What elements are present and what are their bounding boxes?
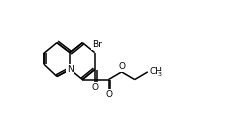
Text: O: O [105,90,112,99]
Text: Br: Br [92,40,102,49]
Text: O: O [91,83,98,92]
Text: N: N [67,65,73,74]
Text: CH: CH [149,67,162,76]
Text: 3: 3 [158,72,162,77]
Text: O: O [118,62,125,71]
